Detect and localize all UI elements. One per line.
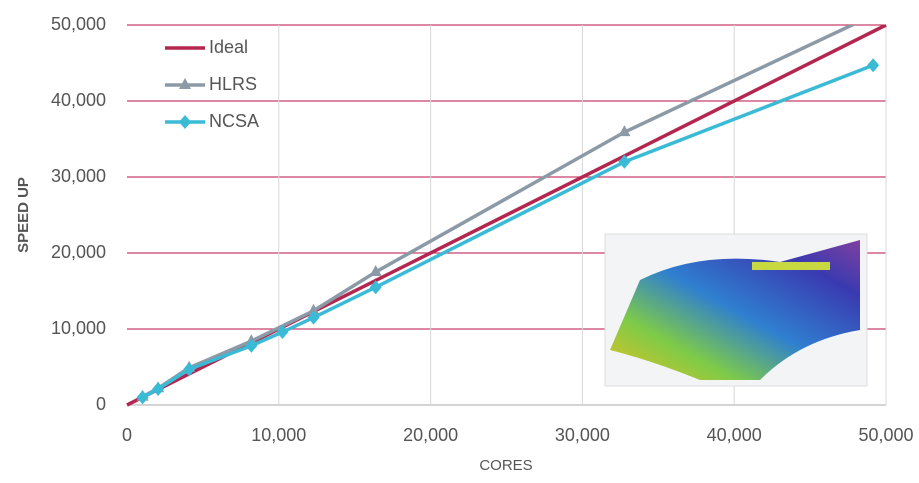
marker <box>618 154 631 169</box>
legend-label: HLRS <box>209 74 257 94</box>
x-tick-label: 20,000 <box>403 425 458 445</box>
marker <box>307 303 320 315</box>
marker <box>245 338 258 353</box>
y-tick-label: 20,000 <box>51 242 106 262</box>
marker <box>152 382 165 397</box>
marker <box>307 310 320 325</box>
x-tick-label: 10,000 <box>251 425 306 445</box>
marker <box>183 362 196 377</box>
inset-image <box>604 233 868 387</box>
marker <box>276 325 289 340</box>
y-axis-label: SPEED UP <box>15 177 32 253</box>
marker <box>179 78 191 89</box>
x-tick-label: 50,000 <box>858 425 913 445</box>
y-tick-label: 30,000 <box>51 166 106 186</box>
legend-label: Ideal <box>209 37 248 57</box>
marker <box>136 390 149 405</box>
y-tick-label: 50,000 <box>51 14 106 34</box>
marker <box>618 125 631 137</box>
marker <box>867 8 879 19</box>
marker <box>369 280 382 295</box>
y-tick-label: 40,000 <box>51 90 106 110</box>
x-tick-label: 40,000 <box>707 425 762 445</box>
marker <box>369 265 382 276</box>
x-tick-label: 0 <box>122 425 132 445</box>
marker <box>867 58 880 73</box>
marker <box>179 115 191 129</box>
y-tick-label: 10,000 <box>51 318 106 338</box>
y-tick-label: 0 <box>96 394 106 414</box>
legend-label: NCSA <box>209 111 259 131</box>
x-axis-label: CORES <box>479 457 532 474</box>
x-tick-label: 30,000 <box>555 425 610 445</box>
